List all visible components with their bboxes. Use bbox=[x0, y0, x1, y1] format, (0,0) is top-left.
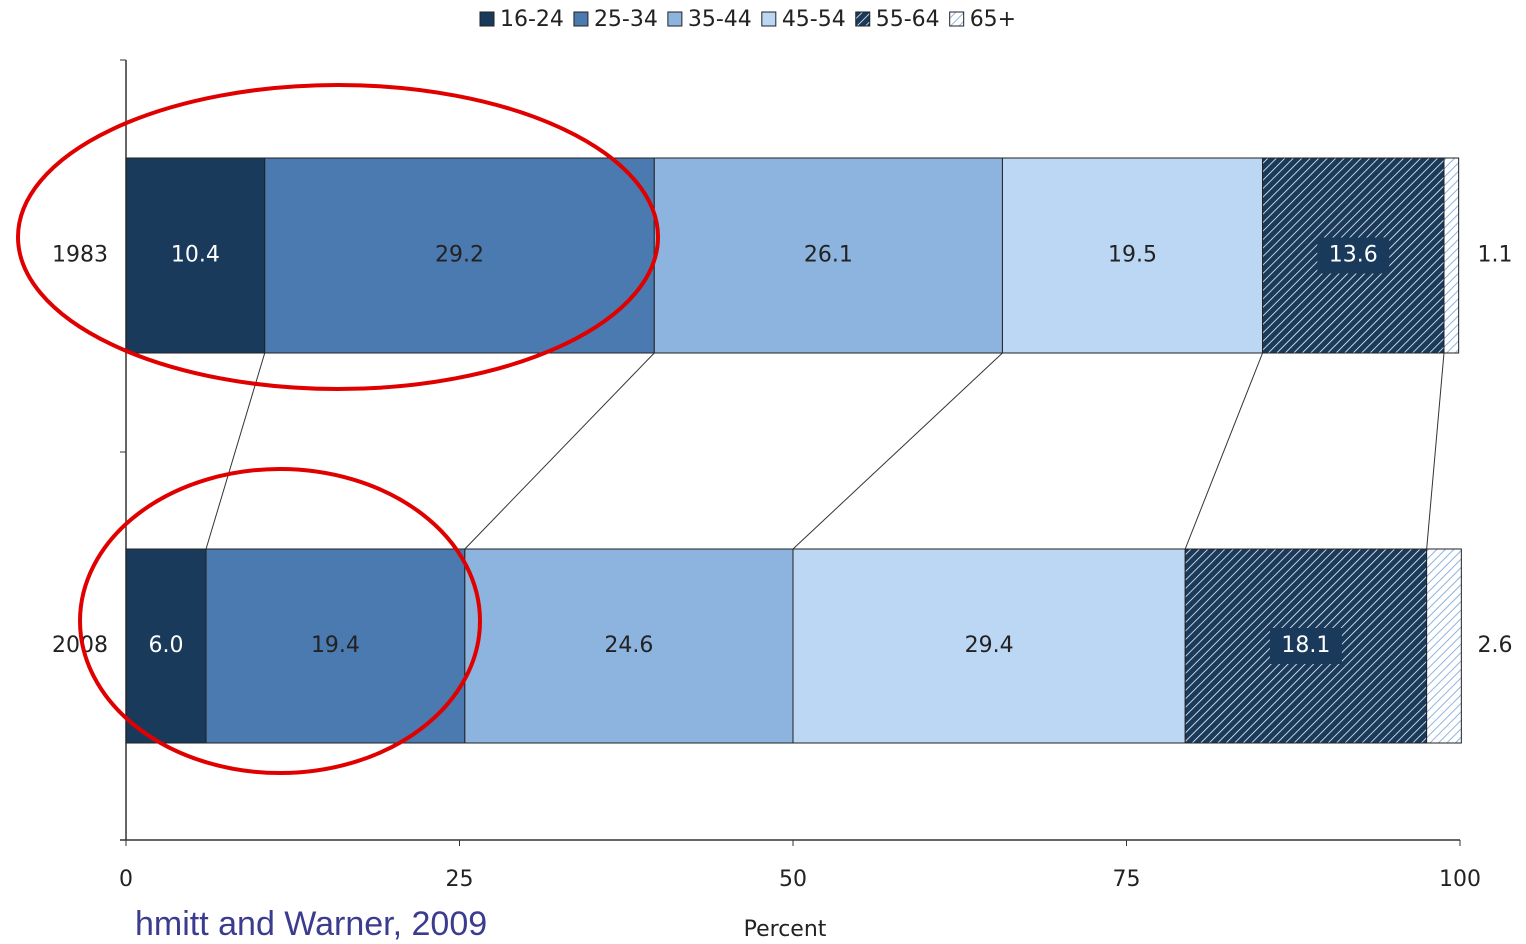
x-tick-label: 100 bbox=[1439, 867, 1481, 892]
x-tick-label: 25 bbox=[446, 867, 474, 892]
data-label: 1.1 bbox=[1478, 243, 1513, 268]
x-tick-label: 0 bbox=[119, 867, 133, 892]
connector bbox=[1184, 352, 1264, 550]
bar-segment bbox=[1262, 157, 1445, 354]
highlight-ellipse bbox=[16, 83, 660, 391]
bar-segment bbox=[125, 548, 207, 744]
data-label: 19.5 bbox=[1108, 243, 1157, 268]
connector bbox=[464, 352, 655, 550]
bar-segment bbox=[653, 157, 1003, 354]
data-label: 18.1 bbox=[1281, 633, 1330, 658]
connector bbox=[792, 352, 1003, 550]
data-label: 29.4 bbox=[965, 633, 1014, 658]
y-tick-label: 1983 bbox=[52, 243, 108, 268]
data-label: 24.6 bbox=[604, 633, 653, 658]
data-label: 2.6 bbox=[1478, 633, 1513, 658]
bar-segment bbox=[264, 157, 655, 354]
connector bbox=[1426, 352, 1445, 550]
label-box bbox=[1317, 237, 1390, 274]
bar-segment bbox=[464, 548, 794, 744]
highlight-ellipse bbox=[78, 467, 482, 775]
x-tick-label: 50 bbox=[779, 867, 807, 892]
data-label: 29.2 bbox=[435, 243, 484, 268]
bar-segment bbox=[1443, 157, 1460, 354]
legend-label: 45-54 bbox=[782, 7, 846, 32]
x-axis-label: Percent bbox=[744, 917, 827, 942]
legend-swatch bbox=[949, 11, 965, 27]
data-label: 13.6 bbox=[1329, 243, 1378, 268]
bar-segment bbox=[205, 548, 466, 744]
legend-swatch bbox=[761, 11, 777, 27]
legend-label: 65+ bbox=[970, 7, 1016, 32]
bar-segment bbox=[792, 548, 1186, 744]
data-label: 10.4 bbox=[171, 243, 220, 268]
x-tick-label: 75 bbox=[1113, 867, 1141, 892]
legend-swatch bbox=[479, 11, 495, 27]
legend-swatch bbox=[855, 11, 871, 27]
data-label: 19.4 bbox=[311, 633, 360, 658]
legend-swatch bbox=[667, 11, 683, 27]
legend-swatch bbox=[573, 11, 589, 27]
data-label: 26.1 bbox=[804, 243, 853, 268]
bar-segment bbox=[1426, 548, 1462, 744]
label-box bbox=[1269, 628, 1342, 664]
bar-segment bbox=[1001, 157, 1264, 354]
legend-label: 35-44 bbox=[688, 7, 752, 32]
legend-label: 16-24 bbox=[500, 7, 564, 32]
legend-label: 55-64 bbox=[876, 7, 940, 32]
legend-label: 25-34 bbox=[594, 7, 658, 32]
annotation: hmitt and Warner, 2009 bbox=[135, 905, 487, 943]
data-label: 6.0 bbox=[149, 633, 184, 658]
